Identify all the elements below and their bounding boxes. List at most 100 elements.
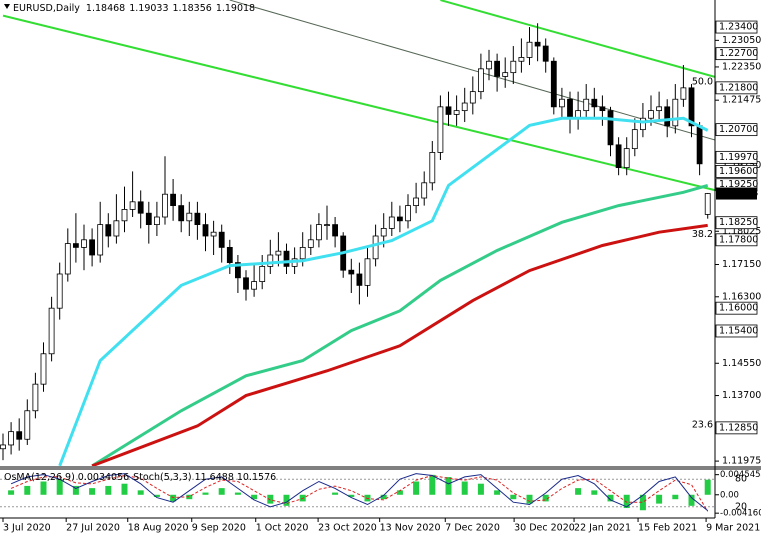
candle-body [137, 201, 144, 214]
osma-bar [429, 474, 436, 495]
candle-body [299, 246, 306, 260]
y-tick-label: 1.11975 [722, 456, 761, 467]
trend-line [440, 0, 715, 79]
osma-bar [267, 494, 274, 504]
osma-bar [639, 494, 646, 511]
candle-body [129, 201, 136, 210]
candle-body [210, 231, 217, 237]
osma-bar [575, 488, 582, 495]
osma-bar [413, 481, 420, 495]
stoch-signal-value: 10.1576 [237, 472, 276, 483]
osma-tick-label: -0.004160 [720, 509, 761, 519]
stoch-name: Stoch(5,3,3) [133, 472, 191, 483]
y-tick-label: 1.23050 [722, 35, 761, 46]
current-price-label: 1.19018 [719, 188, 758, 199]
y-tick-label: 1.14550 [722, 358, 761, 369]
candle-body [388, 216, 395, 229]
candle-body [631, 129, 638, 150]
price-pane [0, 0, 715, 466]
moving-average [91, 223, 708, 466]
candle-body [453, 110, 460, 115]
high: 1.19033 [129, 3, 168, 14]
candle-body [372, 235, 379, 260]
candle-body [307, 239, 314, 248]
candle-body [153, 216, 160, 226]
candle-body [267, 254, 274, 267]
candle-body [259, 265, 266, 282]
osma-bar [56, 479, 63, 495]
osma-bar [251, 494, 258, 500]
symbol-icon [4, 4, 10, 9]
candle-body [275, 250, 282, 256]
level-box [715, 20, 758, 34]
candle-body [559, 98, 565, 108]
stoch-tick-label: 20 [735, 501, 747, 512]
candle-body [599, 106, 606, 112]
osma-bar [218, 488, 225, 495]
osma-bar [477, 483, 484, 495]
candle-body [486, 60, 492, 70]
osma-bar [332, 492, 339, 495]
candle-body [648, 110, 654, 119]
candle-body [518, 57, 525, 62]
x-tick-label: 7 Dec 2020 [445, 523, 500, 534]
candle-body [8, 431, 14, 446]
candle-body [688, 87, 695, 127]
candle-body [48, 307, 55, 355]
candle-body [356, 273, 363, 286]
level-label: 1.18250 [719, 217, 758, 228]
candle-body [348, 269, 355, 275]
y-tick-label: 1.21475 [722, 95, 761, 106]
candle-body [235, 262, 241, 279]
candle-body [32, 383, 39, 412]
x-tick-label: 3 Jul 2020 [3, 523, 51, 534]
x-tick-label: 27 Jul 2020 [66, 523, 120, 534]
osma-bar [137, 490, 144, 495]
candle-body [583, 98, 590, 112]
candle-body [324, 224, 330, 227]
candle-body [696, 125, 703, 165]
candle-body [494, 60, 501, 77]
osma-bar [688, 494, 695, 506]
osma-bar [234, 492, 241, 495]
candle-body [542, 45, 549, 62]
candle-body [478, 68, 484, 93]
candle-body [615, 144, 622, 169]
stoch-main-value: 11.6488 [195, 472, 234, 483]
candle-body [283, 250, 290, 267]
level-box [715, 165, 758, 178]
trend-line [229, 0, 715, 141]
level-label: 1.19970 [719, 152, 758, 163]
candle-body [226, 246, 233, 263]
osma-bar [461, 481, 468, 495]
low: 1.18356 [173, 3, 212, 14]
osma-bar [72, 485, 79, 495]
osma-value: 0.0034056 [78, 472, 129, 483]
trend-line [2, 14, 715, 192]
candle-body [24, 410, 31, 440]
osma-bar [672, 494, 679, 500]
candle-body [502, 72, 509, 77]
candle-body [251, 281, 258, 290]
level-box [715, 324, 758, 338]
current-price-box [716, 187, 757, 200]
osma-bar [8, 490, 15, 495]
osma-bar [348, 494, 355, 497]
osma-name: OsMA(12,26,9) [4, 472, 75, 483]
x-tick-label: 9 Sep 2020 [192, 523, 246, 534]
candle-body [397, 216, 403, 222]
level-box [715, 123, 758, 137]
level-label: 1.12850 [719, 422, 758, 433]
x-tick-label: 9 Mar 2021 [706, 523, 760, 534]
level-box [715, 81, 758, 95]
candle-body [243, 277, 249, 290]
osma-bar [526, 494, 533, 504]
osma-bar [494, 490, 501, 495]
stoch-tick-label: 80 [735, 474, 747, 485]
fib-label: 38.2 [692, 229, 713, 240]
close: 1.19018 [216, 3, 255, 14]
candle-body [56, 273, 63, 309]
candle-body [380, 228, 387, 237]
osma-tick-label: 0.0045454 [720, 470, 761, 480]
